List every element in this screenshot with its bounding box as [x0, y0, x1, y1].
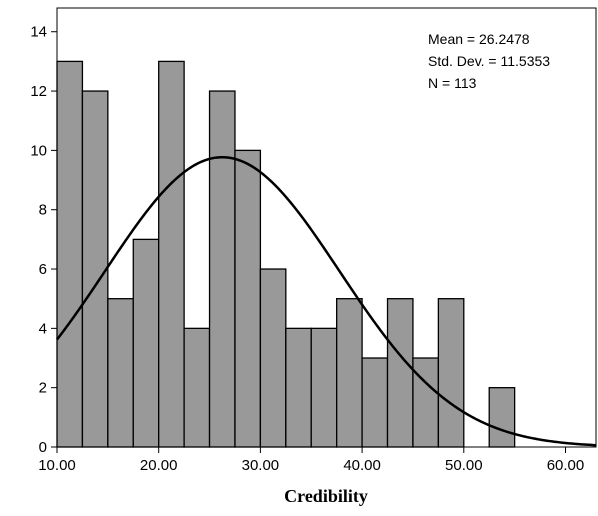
histogram-bar	[412, 357, 440, 448]
y-tick-label: 14	[30, 24, 47, 41]
histogram-bar	[132, 238, 160, 448]
histogram-bar	[183, 327, 211, 448]
histogram-bar	[81, 90, 109, 448]
y-tick-label: 2	[39, 380, 47, 397]
y-tick-label: 8	[39, 202, 47, 219]
x-tick-label: 10.00	[38, 457, 76, 474]
stat-mean: Mean = 26.2478	[428, 31, 530, 47]
plot-frame	[56, 7, 597, 448]
stat-n: N = 113	[428, 75, 477, 91]
histogram-bar	[107, 298, 134, 448]
y-tick-label: 10	[30, 142, 47, 159]
x-tick-label: 60.00	[547, 457, 585, 474]
y-tick-label: 6	[39, 261, 47, 278]
x-axis-title: Credibility	[284, 486, 368, 506]
x-tick-label: 40.00	[343, 457, 381, 474]
histogram-bar	[386, 298, 414, 448]
histogram-bar	[234, 149, 262, 448]
histogram-bar	[56, 60, 84, 448]
y-tick-label: 12	[30, 83, 47, 100]
histogram-bar	[488, 387, 516, 448]
x-tick-label: 50.00	[445, 457, 483, 474]
histogram-bar	[336, 298, 363, 448]
histogram-bar	[361, 357, 389, 448]
bars-group	[56, 60, 516, 448]
y-axis: 0 2 4 6 8 10 12 14	[30, 24, 57, 456]
histogram-bar	[208, 90, 236, 448]
x-axis: 10.00 20.00 30.00 40.00 50.00 60.00	[38, 447, 584, 474]
normal-curve	[56, 155, 597, 447]
histogram-bar	[310, 327, 338, 448]
histogram-bar	[437, 298, 465, 448]
y-tick-label: 4	[39, 320, 47, 337]
x-tick-label: 30.00	[242, 457, 280, 474]
histogram-bar	[158, 60, 185, 448]
stats-box: Mean = 26.2478 Std. Dev. = 11.5353 N = 1…	[428, 31, 550, 91]
x-tick-label: 20.00	[140, 457, 178, 474]
stat-std-dev: Std. Dev. = 11.5353	[428, 53, 550, 69]
y-tick-label: 0	[39, 439, 47, 456]
histogram-bar	[259, 268, 287, 448]
histogram-bar	[285, 327, 312, 448]
